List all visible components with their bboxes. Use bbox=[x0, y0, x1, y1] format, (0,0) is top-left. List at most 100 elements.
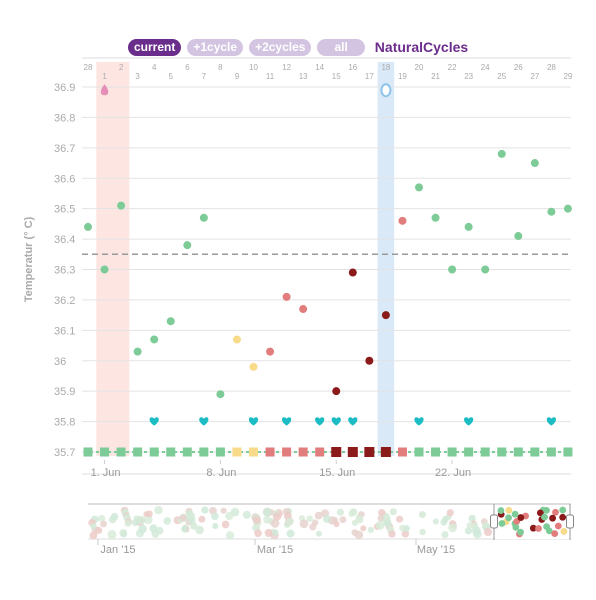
cycle-day-label: 21 bbox=[431, 72, 440, 81]
navigator-history-point bbox=[348, 510, 356, 517]
temperature-point bbox=[282, 292, 291, 301]
navigator-history-point bbox=[432, 518, 439, 525]
day-status-square bbox=[100, 447, 110, 457]
y-tick-label: 36.3 bbox=[54, 265, 75, 277]
navigator-history-point bbox=[272, 512, 282, 521]
y-tick-label: 36.1 bbox=[54, 325, 75, 337]
navigator-history-point bbox=[441, 531, 449, 539]
navigator-current-point bbox=[543, 506, 550, 514]
navigator-history-point bbox=[396, 515, 404, 523]
navigator-left-handle[interactable] bbox=[490, 514, 498, 529]
y-tick-label: 36.9 bbox=[54, 82, 75, 94]
navigator-history-point bbox=[333, 520, 340, 528]
navigator-history-point bbox=[124, 520, 132, 527]
navigator-history-point bbox=[221, 520, 230, 529]
day-status-square bbox=[480, 447, 490, 457]
navigator-history-point bbox=[389, 508, 397, 516]
navigator-history-point bbox=[286, 529, 295, 538]
day-status-square bbox=[265, 447, 275, 457]
cycle-day-label: 10 bbox=[249, 63, 258, 72]
temperature-point bbox=[183, 241, 192, 250]
cycle-day-label: 6 bbox=[185, 63, 190, 72]
day-status-square bbox=[215, 447, 225, 457]
navigator-history-point bbox=[201, 506, 209, 514]
date-label: 15. Jun bbox=[319, 467, 355, 479]
cycle-day-label: 9 bbox=[235, 72, 240, 81]
cycle-day-label: 11 bbox=[266, 72, 275, 81]
navigator-history-point bbox=[468, 514, 476, 523]
navigator-history-point bbox=[98, 514, 106, 522]
navigator-history-point bbox=[354, 530, 364, 540]
navigator-current-point bbox=[517, 528, 524, 536]
temperature-point bbox=[547, 207, 556, 216]
date-label: 1. Jun bbox=[91, 467, 121, 479]
navigator-history-point bbox=[466, 522, 473, 529]
date-label: 22. Jun bbox=[435, 467, 471, 479]
day-status-square bbox=[364, 447, 375, 457]
navigator-current-point bbox=[543, 523, 550, 531]
navigator-history-point bbox=[100, 520, 107, 528]
day-status-square bbox=[447, 447, 457, 457]
navigator-current-point bbox=[551, 530, 559, 538]
navigator-history-point bbox=[464, 527, 473, 535]
range-navigator[interactable]: Jan '15 Mar '15 May '15 bbox=[88, 503, 574, 556]
navigator-history-point bbox=[383, 519, 392, 528]
navigator-history-point bbox=[242, 510, 251, 519]
day-status-square bbox=[232, 447, 242, 457]
navigator-history-point bbox=[339, 516, 347, 524]
date-label: 8. Jun bbox=[206, 467, 236, 479]
day-status-bar bbox=[83, 447, 573, 457]
navigator-history-point bbox=[483, 527, 493, 537]
chart-grid bbox=[82, 57, 571, 475]
navigator-current-point bbox=[505, 514, 512, 522]
temperature-point bbox=[332, 387, 341, 396]
navigator-history-point bbox=[89, 531, 98, 540]
navigator-current-point bbox=[511, 510, 519, 518]
temperature-point bbox=[415, 183, 423, 192]
y-axis-title: Temperatur (° C) bbox=[23, 216, 35, 302]
temperature-point bbox=[266, 347, 275, 356]
temperature-point bbox=[381, 311, 390, 320]
cycle-day-label: 4 bbox=[152, 63, 157, 72]
day-status-square bbox=[116, 447, 126, 457]
period-band bbox=[96, 62, 130, 456]
plus-two-cycles-button[interactable]: +2cycles bbox=[249, 38, 312, 56]
temperature-point bbox=[464, 222, 473, 231]
temperature-point bbox=[431, 213, 440, 222]
temperature-point bbox=[150, 335, 159, 344]
cycle-day-label: 28 bbox=[84, 63, 93, 72]
navigator-current-point bbox=[560, 528, 568, 535]
navigator-history-point bbox=[190, 522, 198, 530]
month-label: Jan '15 bbox=[100, 544, 135, 556]
temperature-point bbox=[216, 390, 225, 399]
heart-icon bbox=[149, 417, 159, 426]
navigator-history-point bbox=[442, 515, 449, 523]
day-status-square bbox=[199, 447, 209, 457]
navigator-history-point bbox=[262, 507, 272, 517]
navigator-right-handle[interactable] bbox=[566, 514, 574, 529]
y-tick-label: 36 bbox=[54, 356, 66, 368]
day-status-square bbox=[331, 447, 342, 457]
navigator-history-point bbox=[138, 524, 147, 534]
temperature-point bbox=[117, 201, 126, 210]
navigator-history-point bbox=[367, 526, 375, 534]
cycle-day-axis: 2812345678910111213141516171819202122232… bbox=[84, 63, 573, 81]
navigator-history-point bbox=[418, 511, 426, 519]
navigator-history-point bbox=[211, 512, 219, 521]
month-label: Mar '15 bbox=[257, 544, 293, 556]
day-status-square bbox=[249, 447, 258, 457]
navigator-history-point bbox=[220, 507, 227, 514]
navigator-current-point bbox=[517, 514, 525, 521]
temperature-point bbox=[398, 216, 407, 225]
day-status-square bbox=[414, 447, 424, 457]
plus-one-cycle-button[interactable]: +1cycle bbox=[187, 38, 244, 56]
navigator-history-point bbox=[181, 525, 189, 533]
y-tick-label: 35.9 bbox=[54, 386, 75, 398]
event-markers bbox=[100, 83, 392, 98]
y-tick-label: 35.7 bbox=[54, 447, 75, 459]
y-axis: 36.9 36.8 36.7 36.6 36.5 36.4 36.3 36.2 36.1 36 35… bbox=[54, 82, 75, 459]
temperature-point bbox=[365, 356, 374, 365]
all-cycles-button[interactable]: all bbox=[317, 38, 365, 56]
navigator-current-point bbox=[498, 520, 506, 527]
current-cycle-button[interactable]: current bbox=[128, 38, 182, 56]
